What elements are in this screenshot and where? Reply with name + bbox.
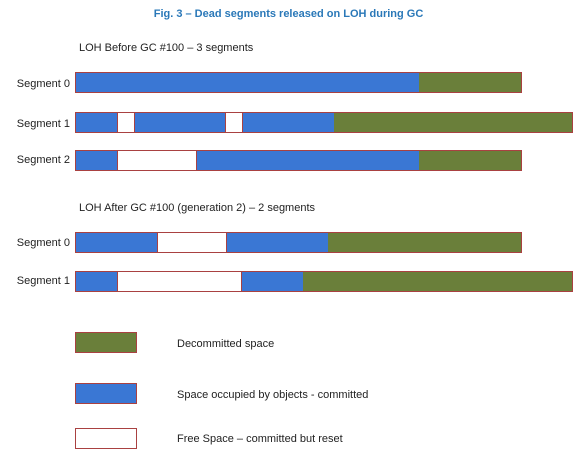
legend-occupied-label: Space occupied by objects - committed	[177, 389, 369, 401]
legend-occupied-swatch	[75, 383, 137, 404]
before-heading: LOH Before GC #100 – 3 segments	[79, 42, 254, 54]
before-segment-0-block-occupied-0	[76, 73, 420, 92]
legend-free-label: Free Space – committed but reset	[177, 433, 343, 445]
before-segment-1-block-occupied-4	[243, 113, 334, 132]
before-segment-1-bar	[75, 112, 573, 133]
before-segment-1-block-occupied-0	[76, 113, 117, 132]
after-segment-0-block-occupied-0	[76, 233, 157, 252]
before-segment-1-block-decommitted-5	[333, 113, 572, 132]
before-segment-1-block-occupied-2	[134, 113, 226, 132]
after-heading: LOH After GC #100 (generation 2) – 2 seg…	[79, 202, 316, 214]
before-segment-2-block-decommitted-3	[419, 151, 521, 170]
after-segment-1-label: Segment 1	[16, 275, 70, 287]
legend-free-swatch	[75, 428, 137, 449]
before-segment-0-bar	[75, 72, 522, 93]
after-segment-0-label: Segment 0	[16, 237, 70, 249]
after-segment-1-block-free-1	[116, 272, 243, 291]
after-segment-1-block-occupied-0	[76, 272, 117, 291]
after-segment-1-block-decommitted-3	[303, 272, 572, 291]
legend-decommitted-swatch	[75, 332, 137, 353]
before-segment-1-block-free-1	[116, 113, 135, 132]
before-segment-1-block-free-3	[225, 113, 244, 132]
after-segment-0-bar	[75, 232, 522, 253]
figure-title: Fig. 3 – Dead segments released on LOH d…	[153, 8, 424, 20]
before-segment-2-block-occupied-2	[197, 151, 420, 170]
before-segment-1-label: Segment 1	[16, 118, 70, 130]
after-segment-0-block-decommitted-3	[327, 233, 521, 252]
after-segment-1-bar	[75, 271, 573, 292]
before-segment-2-bar	[75, 150, 522, 171]
after-segment-0-block-occupied-2	[227, 233, 328, 252]
before-segment-0-label: Segment 0	[16, 78, 70, 90]
after-segment-0-block-free-1	[156, 233, 228, 252]
before-segment-2-label: Segment 2	[16, 154, 70, 166]
legend-decommitted-label: Decommitted space	[177, 338, 275, 350]
before-segment-2-block-free-1	[116, 151, 198, 170]
after-segment-1-block-occupied-2	[242, 272, 304, 291]
before-segment-0-block-decommitted-1	[419, 73, 521, 92]
before-segment-2-block-occupied-0	[76, 151, 117, 170]
